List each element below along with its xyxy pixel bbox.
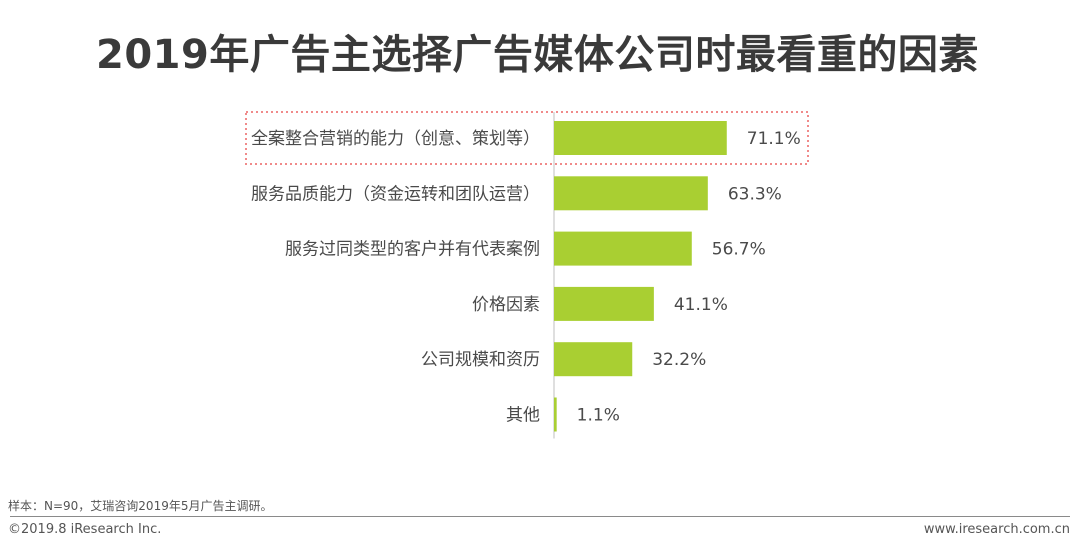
category-label: 其他 xyxy=(506,406,540,426)
data-label: 56.7% xyxy=(712,240,766,260)
bar xyxy=(554,231,692,266)
bar xyxy=(554,286,654,321)
footer-divider xyxy=(10,516,1070,517)
data-label: 32.2% xyxy=(652,350,706,370)
bar xyxy=(554,397,557,432)
bar xyxy=(554,121,727,155)
category-label: 服务过同类型的客户并有代表案例 xyxy=(285,240,540,260)
sample-note: 样本：N=90，艾瑞咨询2019年5月广告主调研。 xyxy=(8,499,273,513)
highlight-box xyxy=(245,111,809,165)
category-label: 全案整合营销的能力（创意、策划等） xyxy=(251,129,540,149)
copyright-text: ©2019.8 iResearch Inc. xyxy=(8,522,162,537)
category-label: 价格因素 xyxy=(472,295,540,315)
data-label: 41.1% xyxy=(674,295,728,315)
data-label: 63.3% xyxy=(728,184,782,204)
chart-title: 2019年广告主选择广告媒体公司时最看重的因素 xyxy=(96,32,979,78)
data-label: 71.1% xyxy=(747,129,801,149)
data-label: 1.1% xyxy=(577,406,620,426)
category-label: 服务品质能力（资金运转和团队运营） xyxy=(251,184,540,204)
bar-chart: 全案整合营销的能力（创意、策划等） 71.1% 服务品质能力（资金运转和团队运营） 6… xyxy=(245,111,809,439)
website-link[interactable]: www.iresearch.com.cn xyxy=(923,522,1070,537)
category-label: 公司规模和资历 xyxy=(421,350,540,370)
bar xyxy=(554,342,633,377)
bar xyxy=(554,176,708,211)
